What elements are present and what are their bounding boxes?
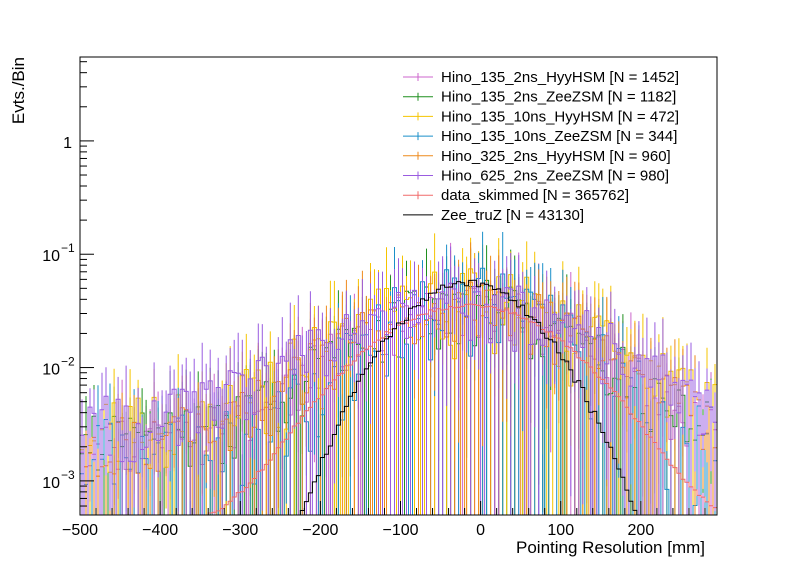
legend-entry: Hino_135_2ns_HyyHSM [N = 1452] — [403, 69, 679, 86]
x-tick-label: 200 — [628, 522, 655, 539]
legend-entry: Hino_135_10ns_ZeeZSM [N = 344] — [403, 128, 677, 145]
legend-entry: Hino_135_10ns_HyyHSM [N = 472] — [403, 108, 679, 125]
x-tick-label: −300 — [222, 522, 258, 539]
series-layer — [80, 231, 717, 515]
legend-label: Hino_135_10ns_ZeeZSM [N = 344] — [441, 128, 677, 145]
legend-entry: Hino_625_2ns_ZeeZSM [N = 980] — [403, 168, 669, 185]
series-6-histogram — [207, 303, 717, 515]
y-tick-base: 10 — [42, 475, 60, 492]
series-6 — [207, 303, 717, 515]
plot-frame — [79, 56, 718, 516]
legend-label: Zee_truZ [N = 43130] — [441, 207, 584, 224]
y-tick-base: 10 — [42, 362, 60, 379]
y-tick-exponent: −3 — [61, 468, 75, 482]
legend-label: Hino_625_2ns_ZeeZSM [N = 980] — [441, 168, 669, 185]
x-axis: −500 −400 −300 −200 −100 0 100 200 — [62, 501, 706, 539]
x-tick-label: −200 — [302, 522, 338, 539]
legend-entry: Hino_325_2ns_HyyHSM [N = 960] — [403, 148, 671, 165]
legend-label: Hino_135_2ns_ZeeZSM [N = 1182] — [441, 89, 676, 106]
series-2-histogram — [80, 268, 717, 515]
legend: Hino_135_2ns_HyyHSM [N = 1452] Hino_135_2… — [403, 69, 679, 224]
series-5 — [80, 246, 717, 515]
x-tick-label: −400 — [142, 522, 178, 539]
y-tick-exponent: −1 — [61, 241, 75, 255]
y-tick-base: 10 — [42, 248, 60, 265]
series-5-histogram — [80, 282, 717, 515]
legend-entry: Zee_truZ [N = 43130] — [403, 207, 584, 224]
x-tick-label: 100 — [547, 522, 574, 539]
y-tick-label: 1 — [63, 135, 72, 152]
y-axis: 10 −310 −210−11 — [42, 61, 94, 516]
legend-label: Hino_135_2ns_HyyHSM [N = 1452] — [441, 69, 679, 86]
y-axis-title: Evts./Bin — [9, 57, 28, 124]
legend-label: Hino_325_2ns_HyyHSM [N = 960] — [441, 148, 671, 165]
legend-label: data_skimmed [N = 365762] — [441, 187, 629, 204]
y-tick-exponent: −2 — [61, 355, 75, 369]
y-tick-base: 1 — [63, 135, 72, 152]
x-tick-label: −500 — [62, 522, 98, 539]
legend-entry: data_skimmed [N = 365762] — [403, 187, 629, 204]
x-axis-title: Pointing Resolution [mm] — [516, 538, 705, 557]
series-7 — [299, 279, 638, 515]
y-tick-label: 10 — [42, 475, 60, 492]
y-tick-label: 10 — [42, 248, 60, 265]
legend-entry: Hino_135_2ns_ZeeZSM [N = 1182] — [403, 89, 676, 106]
legend-label: Hino_135_10ns_HyyHSM [N = 472] — [441, 108, 679, 125]
x-tick-label: −100 — [382, 522, 418, 539]
y-tick-label: 10 — [42, 362, 60, 379]
x-tick-label: 0 — [476, 522, 485, 539]
series-7-histogram — [299, 279, 638, 515]
